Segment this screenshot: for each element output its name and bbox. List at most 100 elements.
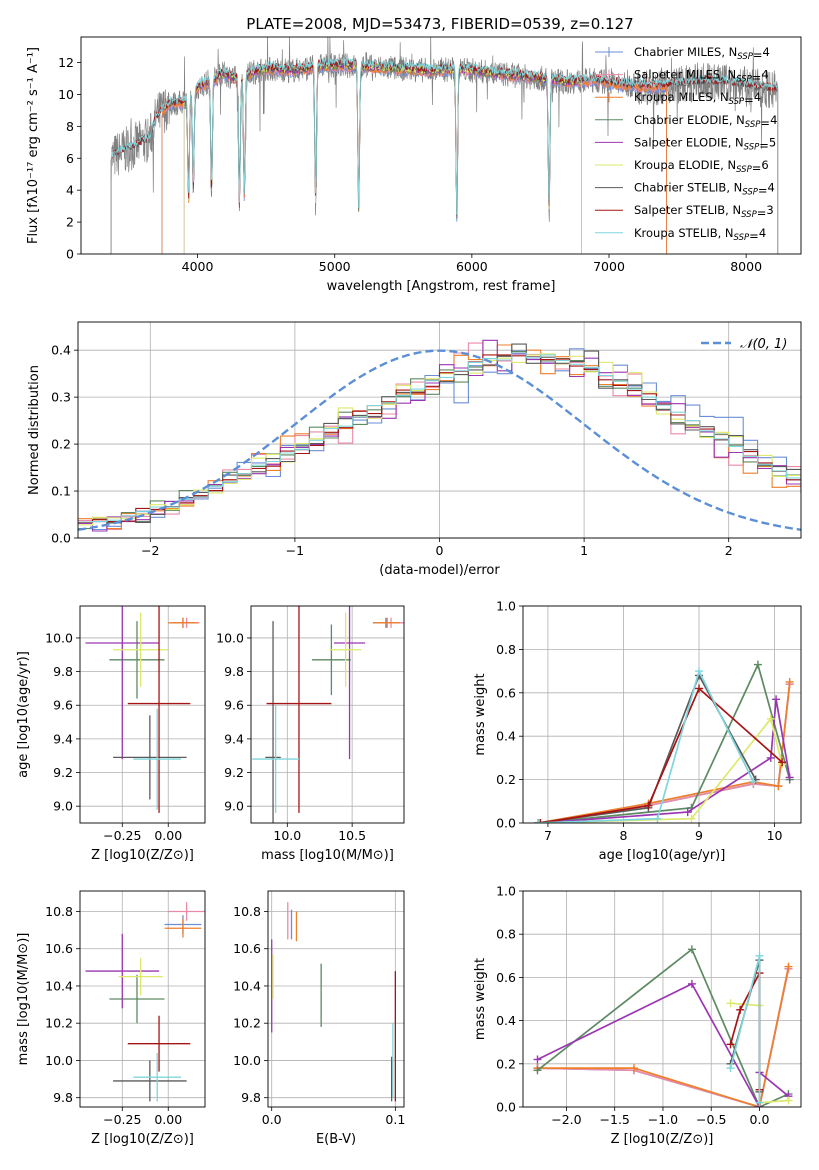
plot-area xyxy=(78,339,801,532)
x-axis-label: Z [log10(Z/Z⊙)] xyxy=(611,1132,714,1147)
legend-label: Salpeter ELODIE, NSSP=5 xyxy=(634,135,776,152)
y-tick-label: 10.0 xyxy=(233,1053,261,1068)
x-tick-label: 6000 xyxy=(456,259,488,274)
y-tick-label: 12 xyxy=(58,55,74,70)
legend-label: Chabrier MILES, NSSP=4 xyxy=(634,45,770,62)
weight-series-line xyxy=(536,947,789,1107)
legend-label-count: 3 xyxy=(766,203,773,217)
y-tick-label: 0.4 xyxy=(496,1013,516,1028)
legend-label-text: Chabrier STELIB, N xyxy=(634,181,742,195)
y-tick-label: 0.2 xyxy=(496,1056,516,1071)
legend-label-subscript: SSP xyxy=(729,97,745,107)
y-tick-label: 9.2 xyxy=(53,765,73,780)
x-tick-label: 10.0 xyxy=(273,828,301,843)
x-tick-label: −1.0 xyxy=(648,1112,678,1127)
legend-label-subscript: SSP xyxy=(736,165,752,175)
x-axis-label: Z [log10(Z/Z⊙)] xyxy=(91,848,194,863)
weight-age-panel: 7 8 9 10 0.0 0.2 0.4 0.6 0.8 1.0 age [log10(age/yr… xyxy=(473,599,802,863)
weight-series-line xyxy=(538,668,755,823)
legend-label-equals: = xyxy=(752,161,762,175)
weight-series-line xyxy=(537,982,790,1107)
observed-spectrum-line xyxy=(110,37,778,222)
axes-frame xyxy=(79,605,206,824)
legend-label-subscript: SSP xyxy=(734,233,750,243)
legend-label-count: 4 xyxy=(763,45,770,59)
y-tick-label: 9.0 xyxy=(53,799,73,814)
legend-label-equals: = xyxy=(749,229,759,243)
y-axis-label: age [log10(age/yr)] xyxy=(16,651,31,778)
age-metallicity-panel: −0.25 0.00 9.0 9.2 9.4 9.6 9.8 10.0 Z [log10(Z/Z… xyxy=(16,605,206,863)
x-tick-label: 8 xyxy=(619,828,627,843)
x-tick-label: 1 xyxy=(580,543,588,558)
legend-label-equals: = xyxy=(759,138,769,152)
legend-label-subscript: SSP xyxy=(745,120,761,130)
axes-frame xyxy=(267,890,405,1108)
legend-label-subscript: SSP xyxy=(737,52,753,62)
legend-label: Kroupa MILES, NSSP=4 xyxy=(634,90,761,107)
y-tick-label: 0.4 xyxy=(51,343,71,358)
model-spectrum-line xyxy=(110,57,779,254)
plot-area xyxy=(271,902,396,1102)
y-tick-label: 9.4 xyxy=(224,731,244,746)
legend-label-subscript: SSP xyxy=(742,188,758,198)
axes-frame xyxy=(522,890,802,1108)
y-axis-label: mass weight xyxy=(473,958,488,1040)
y-tick-label: 0.2 xyxy=(496,772,516,787)
y-tick-label: 4 xyxy=(66,183,74,198)
y-tick-label: 1.0 xyxy=(496,884,516,899)
y-tick-label: 0.0 xyxy=(51,531,71,546)
y-tick-label: 0.0 xyxy=(496,816,516,831)
y-tick-label: 0.4 xyxy=(496,729,516,744)
weight-series-line xyxy=(540,687,783,823)
legend-label-equals: = xyxy=(757,206,767,220)
y-tick-label: 0.1 xyxy=(51,484,71,499)
y-tick-label: 10.4 xyxy=(233,978,261,993)
plot-area xyxy=(252,606,404,823)
x-tick-label: −0.25 xyxy=(103,1112,141,1127)
panels: 4000 5000 6000 7000 8000024681012wavelength … xyxy=(16,36,802,1147)
x-tick-label: 0 xyxy=(436,543,444,558)
legend-label-count: 4 xyxy=(759,226,766,240)
legend-label: Chabrier ELODIE, NSSP=4 xyxy=(634,113,777,130)
axes-frame xyxy=(80,36,802,255)
x-tick-label: 7000 xyxy=(593,259,625,274)
x-tick-label: −2 xyxy=(141,543,159,558)
x-tick-label: 9 xyxy=(695,828,703,843)
legend-label-count: 6 xyxy=(761,158,768,172)
axes-frame xyxy=(522,605,802,824)
legend-label-text: Chabrier MILES, N xyxy=(634,45,737,59)
x-tick-label: 2 xyxy=(725,543,733,558)
x-tick-label: 7 xyxy=(544,828,552,843)
axes-frame xyxy=(77,321,802,539)
y-tick-label: 10.0 xyxy=(216,630,244,645)
residual-histogram-panel: −2 −1 0 1 2 0.0 0.1 0.2 0.3 0.4 (data-model)/error… xyxy=(27,321,802,578)
legend-label-equals: = xyxy=(760,116,770,130)
gaussian-reference-curve xyxy=(78,349,801,531)
legend-label-text: Kroupa ELODIE, N xyxy=(634,158,736,172)
x-tick-label: 4000 xyxy=(182,259,214,274)
x-axis-label: wavelength [Angstrom, rest frame] xyxy=(327,279,556,294)
y-tick-label: 10.0 xyxy=(45,1053,73,1068)
residual-histogram-step xyxy=(78,343,801,524)
x-tick-label: 0.00 xyxy=(154,1112,182,1127)
x-axis-label: (data-model)/error xyxy=(379,563,500,578)
plot-area xyxy=(110,37,779,254)
legend-label-text: Salpeter ELODIE, N xyxy=(634,135,744,149)
y-tick-label: 10.8 xyxy=(233,904,261,919)
plot-area xyxy=(534,660,794,823)
y-tick-label: 10.2 xyxy=(45,1016,73,1031)
y-tick-label: 0.2 xyxy=(51,437,71,452)
y-tick-label: 10.2 xyxy=(233,1016,261,1031)
residual-histogram-step xyxy=(78,352,801,523)
x-axis-label: Z [log10(Z/Z⊙)] xyxy=(91,1132,194,1147)
weight-metallicity-panel: −2.0 −1.5 −1.0 −0.5 0.0 0.0 0.2 0.4 0.6 0.8 1.0 Z [… xyxy=(473,884,802,1147)
y-tick-label: 9.6 xyxy=(53,698,73,713)
legend-label: 𝒩(0, 1) xyxy=(740,337,787,352)
legend-label-subscript: SSP xyxy=(736,75,752,85)
y-tick-label: 8 xyxy=(66,119,74,134)
y-tick-label: 10 xyxy=(58,87,74,102)
x-axis-label: E(B-V) xyxy=(316,1132,356,1147)
spectrum-panel: 4000 5000 6000 7000 8000024681012wavelength … xyxy=(26,36,802,294)
x-tick-label: 0.00 xyxy=(154,828,182,843)
residual-histogram-step xyxy=(78,353,801,526)
